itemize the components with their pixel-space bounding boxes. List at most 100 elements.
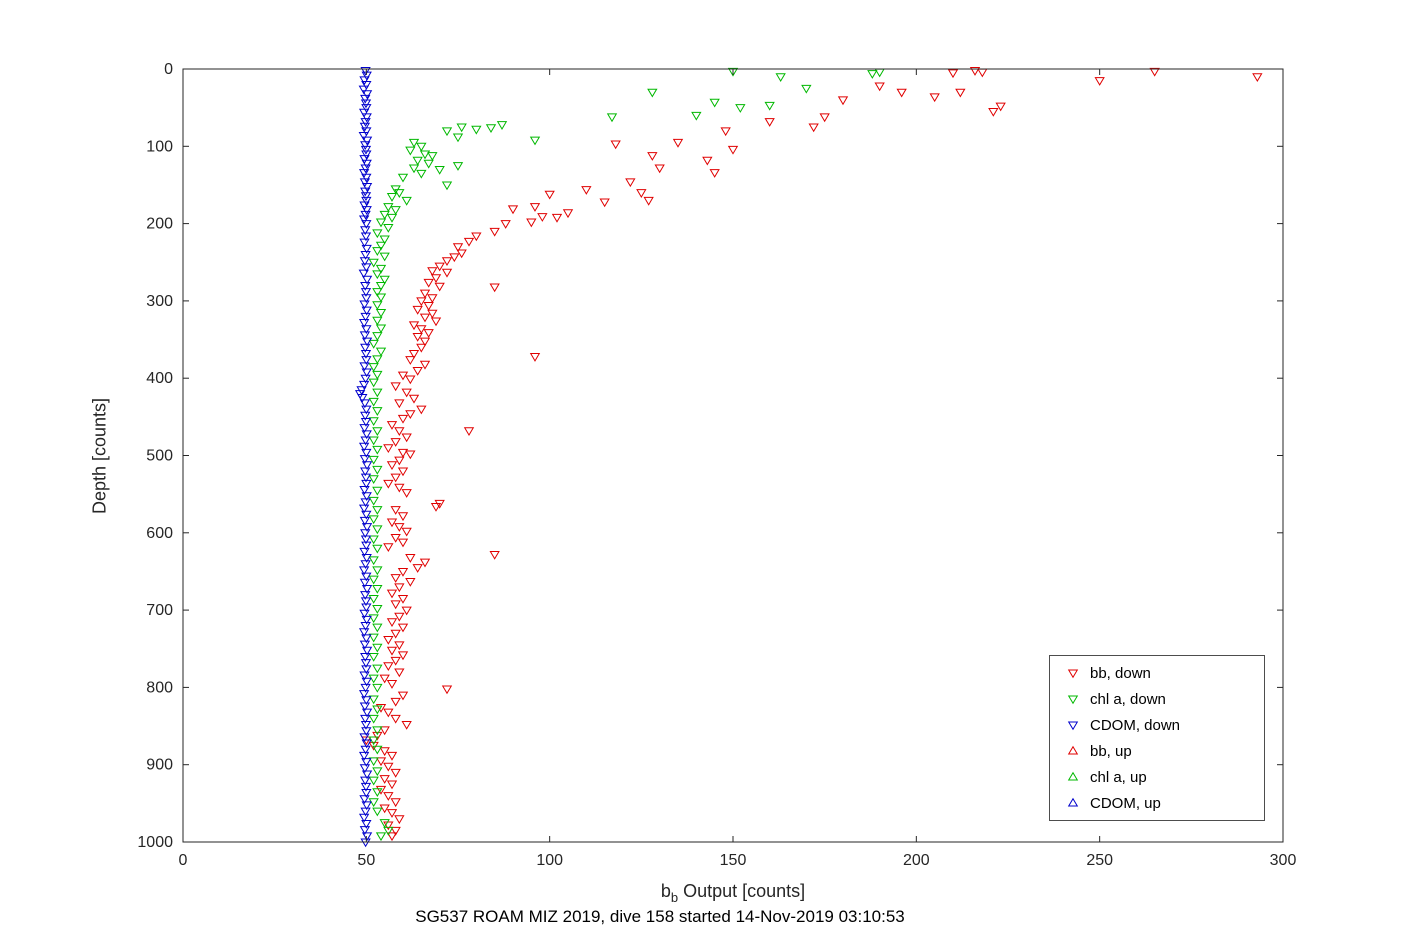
data-point-marker [606,113,618,123]
data-point-marker [394,399,405,409]
data-point-marker [368,258,379,268]
data-point-marker [419,360,431,370]
data-point-marker [386,518,398,528]
data-point-marker [383,662,394,672]
data-point-marker [412,156,423,166]
data-point-marker [372,643,383,653]
data-point-marker [361,325,372,335]
data-point-marker [397,371,409,381]
data-point-marker [368,614,379,624]
data-point-marker [995,102,1006,112]
data-point-marker [368,736,379,746]
data-point-marker [419,150,431,160]
data-point-marker [489,550,500,560]
data-point-marker [361,90,373,100]
y-tick-label: 0 [164,61,173,78]
data-point-marker [358,504,370,514]
data-point-marker [360,281,371,291]
data-point-marker [358,813,370,823]
data-point-marker [368,798,379,808]
data-point-marker [386,780,398,790]
data-point-marker [419,313,431,323]
data-point-marker [988,108,999,117]
data-point-marker [383,821,394,831]
data-point-marker [551,213,563,223]
legend-item-chla-down: chl a, down [1050,686,1264,712]
data-point-marker [529,203,541,212]
data-point-marker [379,819,390,828]
data-point-marker [361,173,372,183]
y-tick-label: 700 [146,602,173,619]
data-point-marker [360,99,372,109]
data-point-marker [496,121,508,130]
legend-label: chl a, up [1090,768,1147,786]
data-point-marker [867,70,878,79]
data-point-marker [360,67,371,76]
data-point-marker [360,659,372,668]
data-point-marker [419,558,431,568]
data-point-marker [874,82,885,92]
data-point-marker [434,499,445,509]
data-point-marker [423,278,434,288]
data-point-marker [441,685,453,695]
data-point-marker [360,473,372,483]
y-tick-label: 100 [146,138,173,155]
data-point-marker [375,293,387,303]
data-point-marker [359,178,371,188]
data-point-marker [361,306,372,316]
data-point-marker [360,683,371,693]
data-point-marker [441,181,453,191]
data-point-marker [368,475,379,484]
data-point-marker [412,564,423,573]
data-point-marker [359,578,371,588]
data-point-marker [581,186,592,195]
data-point-marker [625,178,636,188]
data-point-marker [394,483,405,493]
data-point-marker [360,141,371,151]
data-point-marker [361,113,372,123]
data-point-marker [452,243,464,253]
data-point-marker [386,421,398,430]
data-point-marker [360,535,372,545]
data-point-marker [360,374,371,384]
data-point-marker [529,353,541,362]
legend-item-cdom-down: CDOM, down [1050,712,1264,738]
data-point-marker [456,123,467,133]
data-point-marker [368,535,379,545]
data-point-marker [416,325,427,335]
triangle-down-marker-icon [1056,691,1090,707]
data-point-marker [383,762,394,772]
data-point-marker [358,380,370,390]
data-point-marker [368,515,379,525]
data-point-marker [372,745,383,755]
data-point-marker [383,444,394,454]
data-point-marker [405,146,416,156]
data-point-marker [386,809,398,818]
y-tick-label: 800 [146,679,173,696]
data-point-marker [372,566,383,576]
data-point-marker [386,646,398,656]
data-point-marker [361,196,372,206]
data-point-marker [372,288,383,297]
data-point-marker [390,826,401,836]
data-point-marker [500,220,511,229]
data-point-marker [361,523,373,532]
data-point-marker [379,235,390,245]
data-point-marker [372,605,383,614]
data-point-marker [358,319,370,328]
data-point-marker [808,123,819,133]
data-point-marker [372,726,383,736]
data-point-marker [709,98,720,108]
legend-label: bb, up [1090,742,1132,760]
data-point-marker [359,362,370,372]
data-point-marker [507,205,519,215]
data-point-marker [360,288,372,297]
figure-subtitle: SG537 ROAM MIZ 2019, dive 158 started 14… [415,907,905,926]
data-point-marker [361,832,373,842]
data-point-marker [441,268,453,278]
data-point-marker [368,496,379,506]
data-point-marker [372,355,383,365]
data-point-marker [375,264,387,274]
data-point-marker [368,417,379,427]
x-tick-label: 200 [903,852,930,869]
